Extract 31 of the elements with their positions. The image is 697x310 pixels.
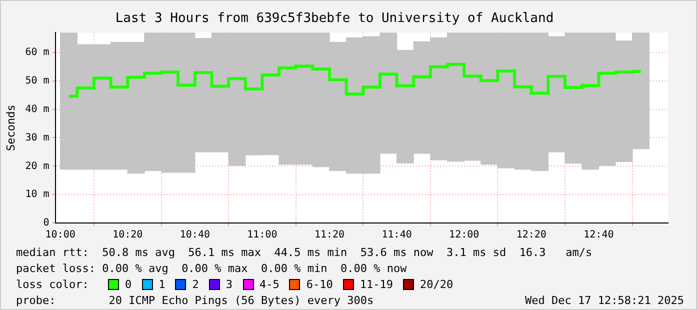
text: 6-10 (306, 278, 333, 290)
text: 11-19 (360, 278, 393, 290)
text: 20/20 (420, 278, 454, 290)
y-tick-label: 20 m (25, 160, 50, 172)
y-tick-label: 10 m (25, 189, 50, 200)
chart-title: Last 3 Hours from 639c5f3bebfe to University of Auckland (115, 11, 554, 26)
x-tick-label: 10:40 (180, 230, 210, 241)
x-tick-label: 11:00 (247, 230, 278, 241)
y-tick-label: 0 (43, 218, 50, 229)
text: Wed Dec 17 12:58:21 2025 (525, 294, 684, 306)
text: 3 (226, 278, 232, 290)
y-tick-label: 50 m (25, 76, 50, 87)
text: 1 (158, 278, 166, 290)
text: packet loss: 0.00 % avg 0.00 % max 0.00 % min 0.00 % now (16, 262, 407, 274)
x-tick-label: 10:20 (112, 230, 143, 241)
y-tick-label: 60 m (25, 47, 50, 58)
text: 4-5 (260, 278, 280, 290)
text: loss color: (16, 278, 90, 290)
y-tick-label: 30 m (25, 132, 50, 144)
x-tick-label: 11:40 (382, 230, 412, 241)
x-tick-label: 12:40 (584, 230, 614, 241)
x-tick-label: 12:20 (516, 230, 546, 241)
y-tick-label: 40 m (25, 104, 50, 115)
text: 2 (192, 278, 199, 290)
x-tick-label: 12:00 (449, 230, 480, 241)
text: median rtt: 50.8 ms avg 56.1 ms max 44.5 ms min 53.6 ms now 3.1 ms sd 16.3 am/s (16, 246, 592, 258)
y-axis-title: Seconds (4, 104, 18, 151)
x-tick-label: 10:00 (45, 230, 76, 241)
text: probe: 20 ICMP Echo Pings (56 Bytes) every 300s (16, 294, 374, 306)
text: 0 (125, 278, 132, 290)
x-tick-label: 11:20 (314, 230, 345, 241)
